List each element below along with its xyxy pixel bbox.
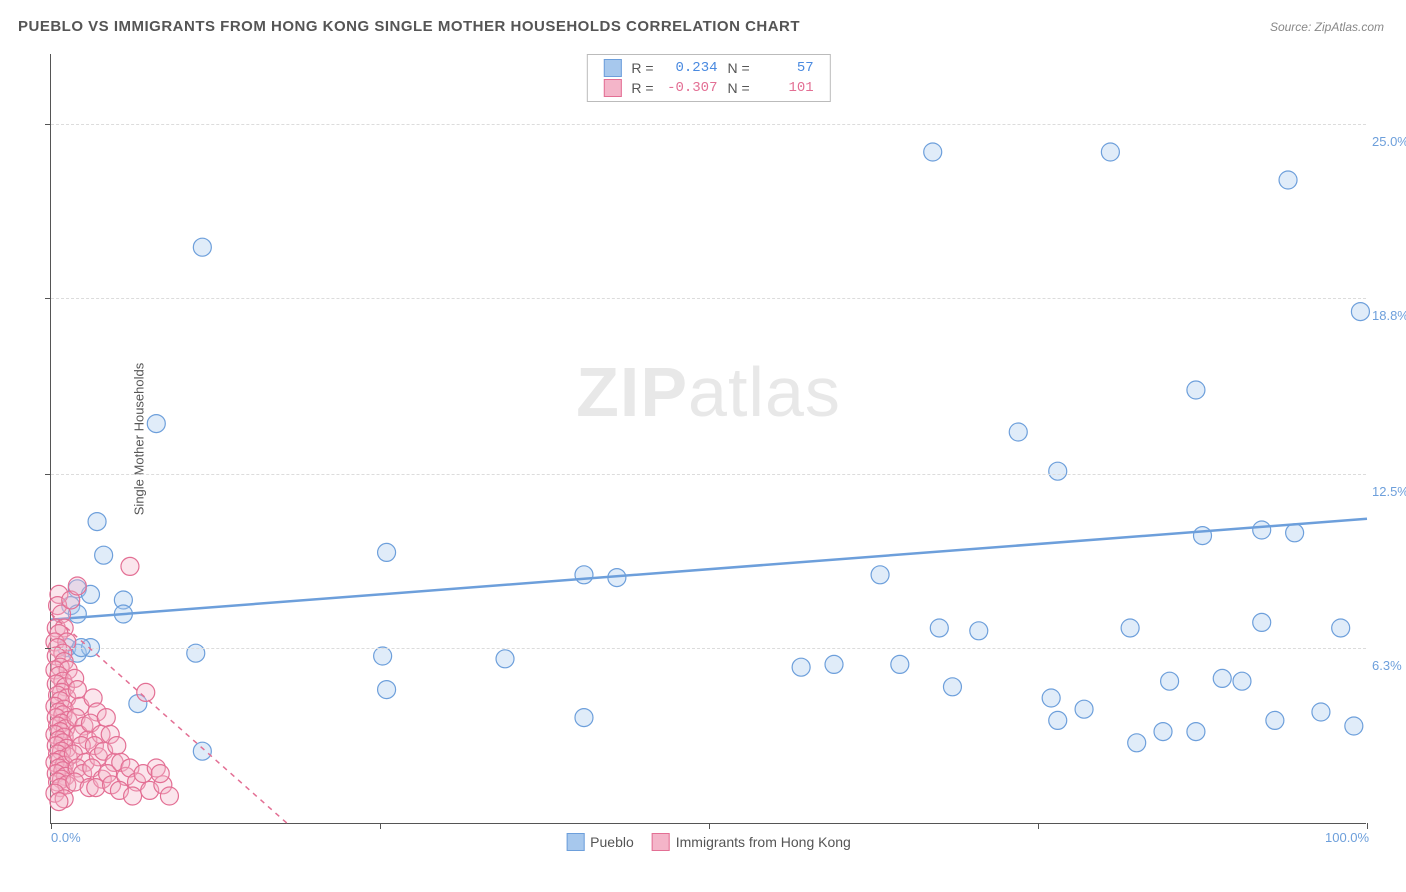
data-point-pueblo xyxy=(1266,711,1284,729)
data-point-pueblo xyxy=(1161,672,1179,690)
y-tick-mark xyxy=(45,474,51,475)
data-point-pueblo xyxy=(1233,672,1251,690)
data-point-pueblo xyxy=(1286,524,1304,542)
gridline xyxy=(51,648,1366,649)
data-point-immigrants-hk xyxy=(124,787,142,805)
data-point-pueblo xyxy=(1213,669,1231,687)
y-tick-label: 25.0% xyxy=(1372,134,1406,149)
data-point-pueblo xyxy=(1253,613,1271,631)
x-tick-mark xyxy=(709,823,710,829)
swatch-hk xyxy=(603,79,621,97)
x-tick-label: 100.0% xyxy=(1325,830,1369,845)
data-point-immigrants-hk xyxy=(160,787,178,805)
gridline xyxy=(51,298,1366,299)
data-point-pueblo xyxy=(1351,303,1369,321)
data-point-pueblo xyxy=(1279,171,1297,189)
r-value-pueblo: 0.234 xyxy=(664,60,718,76)
data-point-pueblo xyxy=(891,655,909,673)
data-point-immigrants-hk xyxy=(50,793,68,811)
data-point-pueblo xyxy=(378,681,396,699)
data-point-pueblo xyxy=(1194,527,1212,545)
data-point-pueblo xyxy=(924,143,942,161)
data-point-pueblo xyxy=(1042,689,1060,707)
swatch-pueblo xyxy=(603,59,621,77)
data-point-immigrants-hk xyxy=(97,709,115,727)
data-point-pueblo xyxy=(1049,462,1067,480)
series-legend: Pueblo Immigrants from Hong Kong xyxy=(566,833,851,851)
n-value-hk: 101 xyxy=(760,80,814,96)
data-point-pueblo xyxy=(871,566,889,584)
data-point-pueblo xyxy=(374,647,392,665)
r-label: R = xyxy=(631,60,653,76)
data-point-pueblo xyxy=(193,742,211,760)
stats-legend: R = 0.234 N = 57 R = -0.307 N = 101 xyxy=(586,54,830,102)
data-point-immigrants-hk xyxy=(151,765,169,783)
y-tick-label: 6.3% xyxy=(1372,658,1406,673)
data-point-pueblo xyxy=(378,543,396,561)
n-value-pueblo: 57 xyxy=(760,60,814,76)
data-point-pueblo xyxy=(1312,703,1330,721)
data-point-pueblo xyxy=(825,655,843,673)
y-tick-mark xyxy=(45,648,51,649)
data-point-pueblo xyxy=(792,658,810,676)
y-tick-label: 18.8% xyxy=(1372,308,1406,323)
data-point-pueblo xyxy=(943,678,961,696)
chart-svg xyxy=(51,54,1366,823)
data-point-pueblo xyxy=(88,513,106,531)
data-point-immigrants-hk xyxy=(68,577,86,595)
source-label: Source: ZipAtlas.com xyxy=(1270,20,1384,34)
y-tick-mark xyxy=(45,298,51,299)
r-label: R = xyxy=(631,80,653,96)
data-point-pueblo xyxy=(1332,619,1350,637)
data-point-pueblo xyxy=(193,238,211,256)
plot-area: Single Mother Households ZIPatlas R = 0.… xyxy=(50,54,1366,824)
data-point-pueblo xyxy=(1121,619,1139,637)
n-label: N = xyxy=(728,80,750,96)
data-point-pueblo xyxy=(575,709,593,727)
x-tick-label: 0.0% xyxy=(51,830,81,845)
data-point-pueblo xyxy=(970,622,988,640)
data-point-pueblo xyxy=(147,415,165,433)
data-point-pueblo xyxy=(1345,717,1363,735)
data-point-pueblo xyxy=(1154,723,1172,741)
data-point-pueblo xyxy=(1009,423,1027,441)
data-point-pueblo xyxy=(1101,143,1119,161)
data-point-pueblo xyxy=(1187,381,1205,399)
x-tick-mark xyxy=(1038,823,1039,829)
chart-container: PUEBLO VS IMMIGRANTS FROM HONG KONG SING… xyxy=(0,0,1406,892)
swatch-hk-icon xyxy=(652,833,670,851)
legend-label-pueblo: Pueblo xyxy=(590,834,634,850)
gridline xyxy=(51,124,1366,125)
legend-item-hk: Immigrants from Hong Kong xyxy=(652,833,851,851)
r-value-hk: -0.307 xyxy=(664,80,718,96)
y-tick-label: 12.5% xyxy=(1372,484,1406,499)
legend-label-hk: Immigrants from Hong Kong xyxy=(676,834,851,850)
data-point-pueblo xyxy=(496,650,514,668)
data-point-pueblo xyxy=(95,546,113,564)
stats-row-pueblo: R = 0.234 N = 57 xyxy=(603,59,813,77)
data-point-immigrants-hk xyxy=(137,683,155,701)
stats-row-hk: R = -0.307 N = 101 xyxy=(603,79,813,97)
chart-title: PUEBLO VS IMMIGRANTS FROM HONG KONG SING… xyxy=(18,18,800,35)
data-point-pueblo xyxy=(930,619,948,637)
data-point-immigrants-hk xyxy=(68,681,86,699)
n-label: N = xyxy=(728,60,750,76)
data-point-pueblo xyxy=(1187,723,1205,741)
x-tick-mark xyxy=(380,823,381,829)
data-point-immigrants-hk xyxy=(121,557,139,575)
trendline-pueblo xyxy=(51,519,1367,620)
gridline xyxy=(51,474,1366,475)
legend-item-pueblo: Pueblo xyxy=(566,833,634,851)
data-point-pueblo xyxy=(1075,700,1093,718)
data-point-pueblo xyxy=(1049,711,1067,729)
y-tick-mark xyxy=(45,124,51,125)
x-tick-mark xyxy=(51,823,52,829)
x-tick-mark xyxy=(1367,823,1368,829)
data-point-immigrants-hk xyxy=(108,737,126,755)
data-point-pueblo xyxy=(1253,521,1271,539)
data-point-pueblo xyxy=(575,566,593,584)
swatch-pueblo-icon xyxy=(566,833,584,851)
data-point-pueblo xyxy=(1128,734,1146,752)
